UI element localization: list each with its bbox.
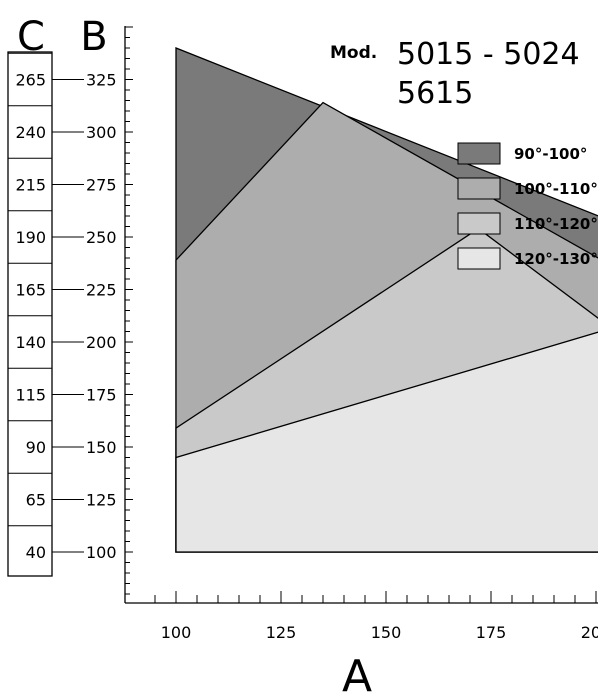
y-b-tick-label: 200 — [86, 333, 117, 352]
x-tick-label: 200 — [581, 623, 598, 642]
chart-title-models-1: 5015 - 5024 — [397, 37, 580, 72]
y-c-tick-label: 65 — [26, 491, 46, 510]
y-b-tick-label: 150 — [86, 438, 117, 457]
y-b-tick-label: 275 — [86, 176, 117, 195]
x-tick-label: 150 — [371, 623, 402, 642]
legend: 90°-100° 100°-110° 110°-120° 120°-130° — [457, 142, 598, 270]
c-scale-box — [7, 51, 53, 577]
legend-swatch — [457, 247, 501, 270]
chart-title-prefix: Mod. — [330, 43, 377, 63]
b-axis-letter: B — [80, 14, 107, 60]
c-scale-column: 40 65 90 115 140 165 190 215 240 265 — [7, 51, 53, 577]
y-c-tick-label: 215 — [15, 176, 46, 195]
legend-swatch — [457, 142, 501, 165]
y-b-tick-label: 100 — [86, 543, 117, 562]
region-4 — [175, 331, 598, 553]
y-c-tick-label: 190 — [15, 228, 46, 247]
y-b-tick-label: 125 — [86, 491, 117, 510]
y-c-tick-label: 240 — [15, 123, 46, 142]
y-c-tick-label: 265 — [15, 71, 46, 90]
y-b-tick-label: 225 — [86, 281, 117, 300]
y-c-tick-label: 40 — [26, 543, 46, 562]
y-b-tick-label: 175 — [86, 386, 117, 405]
y-b-tick-label: 325 — [86, 71, 117, 90]
x-tick-label: 125 — [266, 623, 297, 642]
legend-label: 110°-120° — [514, 215, 598, 233]
legend-label: 100°-110° — [514, 180, 598, 198]
x-axis-label: A — [342, 651, 372, 695]
legend-swatch — [457, 177, 501, 200]
y-c-tick-label: 140 — [15, 333, 46, 352]
chart-axes — [124, 26, 598, 604]
y-c-tick-label: 165 — [15, 281, 46, 300]
y-b-tick-labels: 100 125 150 175 200 225 250 275 300 325 — [52, 71, 117, 562]
legend-label: 120°-130° — [514, 250, 598, 268]
y-b-tick-label: 300 — [86, 123, 117, 142]
y-b-tick-label: 250 — [86, 228, 117, 247]
x-tick-label: 100 — [161, 623, 192, 642]
legend-label: 90°-100° — [514, 145, 587, 163]
chart-title-models-2: 5615 — [397, 76, 473, 111]
chart-regions — [175, 47, 598, 553]
legend-swatch — [457, 212, 501, 235]
y-c-tick-label: 115 — [15, 386, 46, 405]
x-tick-label: 175 — [476, 623, 507, 642]
y-c-tick-label: 90 — [26, 438, 46, 457]
